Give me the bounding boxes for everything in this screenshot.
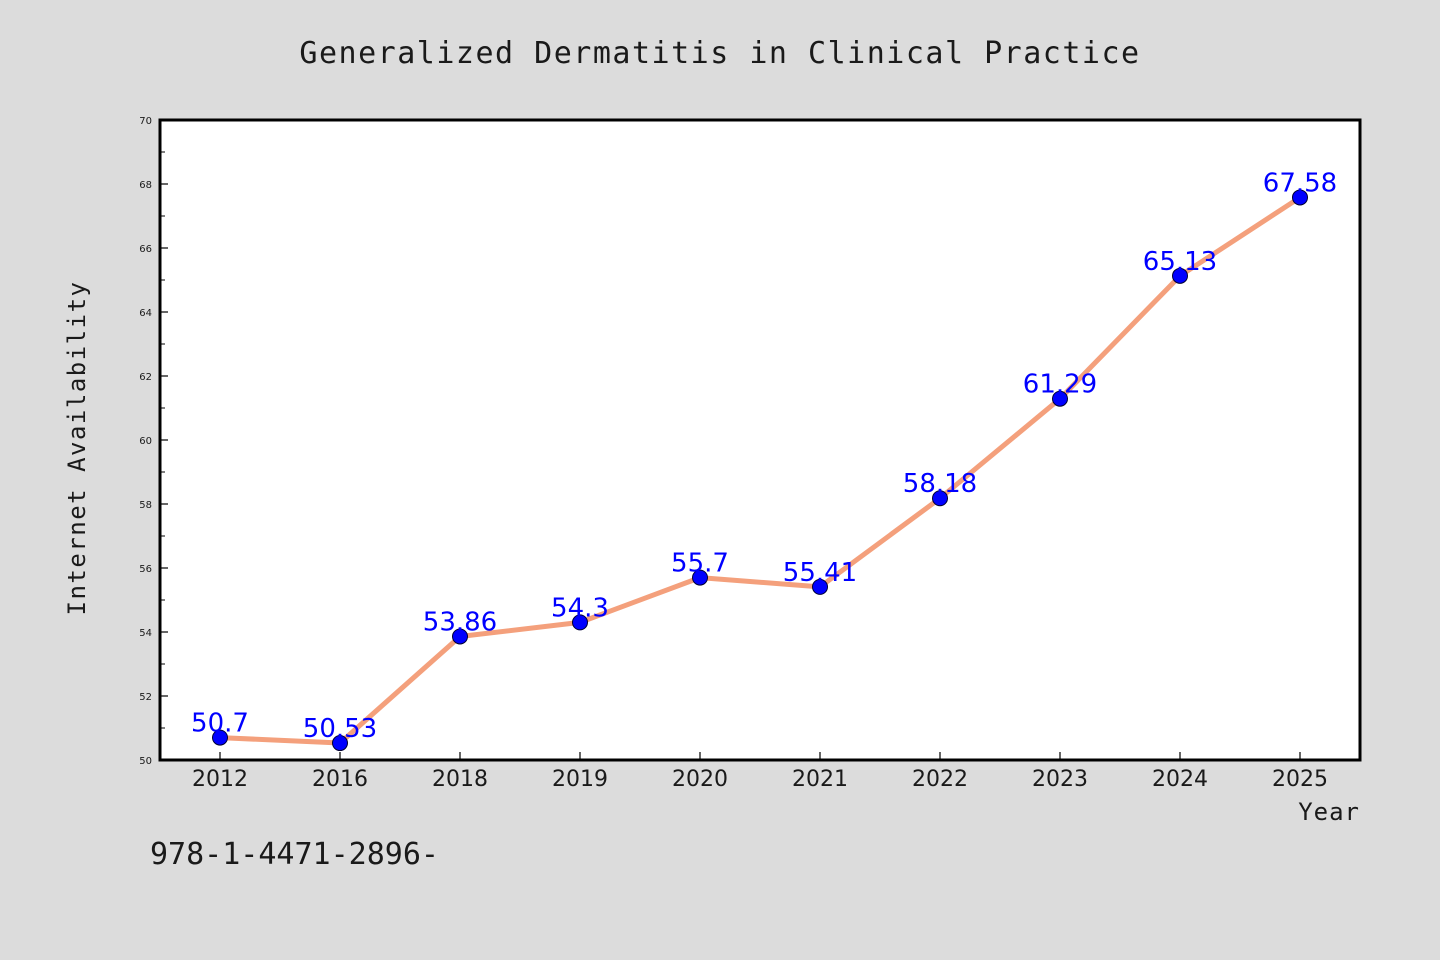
x-axis-label: Year [1298,798,1360,826]
data-label: 50.7 [191,709,249,739]
data-label: 50.53 [303,714,377,744]
data-label: 67.58 [1263,168,1337,198]
data-label: 65.13 [1143,247,1217,277]
x-tick-label: 2019 [552,767,608,792]
y-tick-label: 60 [139,436,152,447]
y-tick-label: 66 [139,244,152,255]
y-tick-label: 56 [139,564,152,575]
x-tick-label: 2020 [672,767,728,792]
data-point [212,729,228,746]
data-label: 61.29 [1023,370,1097,400]
data-label-layer: 50.7 50.53 53.86 54.3 55.7 55.41 58.18 61.29 65.… [191,168,1337,744]
data-label: 54.3 [551,593,609,623]
series-layer [212,189,1308,752]
y-tick-label: 58 [139,500,152,511]
data-point [692,569,708,586]
data-point [1172,267,1188,284]
data-label: 55.41 [783,558,857,588]
footnote: 978-1-4471-2896- [150,837,439,872]
data-point [572,614,588,631]
y-tick-label: 62 [139,372,152,383]
data-point [932,490,948,507]
x-tick-label: 2022 [912,767,968,792]
data-point [1052,390,1068,407]
x-tick-label: 2012 [192,767,248,792]
data-label: 58.18 [903,469,977,499]
x-tick-label: 2016 [312,767,368,792]
data-point [812,578,828,595]
data-label: 55.7 [671,549,729,579]
series-line [217,194,1303,746]
y-tick-label: 68 [139,180,152,191]
y-tick-label: 54 [139,628,152,639]
chart-title: Generalized Dermatitis in Clinical Pract… [299,36,1140,71]
x-tick-label: 2023 [1032,767,1088,792]
data-label: 53.86 [423,607,497,637]
x-tick-label: 2021 [792,767,848,792]
data-point [332,735,348,752]
y-tick-label: 50 [139,756,152,767]
x-tick-label: 2024 [1152,767,1208,792]
x-axis: 2012 2016 2018 2019 2020 2021 2022 2023 2024 2025 [192,752,1328,792]
x-tick-label: 2018 [432,767,488,792]
y-tick-label: 52 [139,692,152,703]
x-tick-label: 2025 [1272,767,1328,792]
y-tick-label: 70 [139,116,152,127]
y-axis-label: Internet Availability [63,281,91,616]
data-point [452,628,468,645]
data-point [1292,189,1308,206]
y-tick-label: 64 [139,308,152,319]
y-axis: 50 52 54 56 58 60 62 64 66 68 70 [139,116,168,767]
plot-area [158,118,1362,762]
